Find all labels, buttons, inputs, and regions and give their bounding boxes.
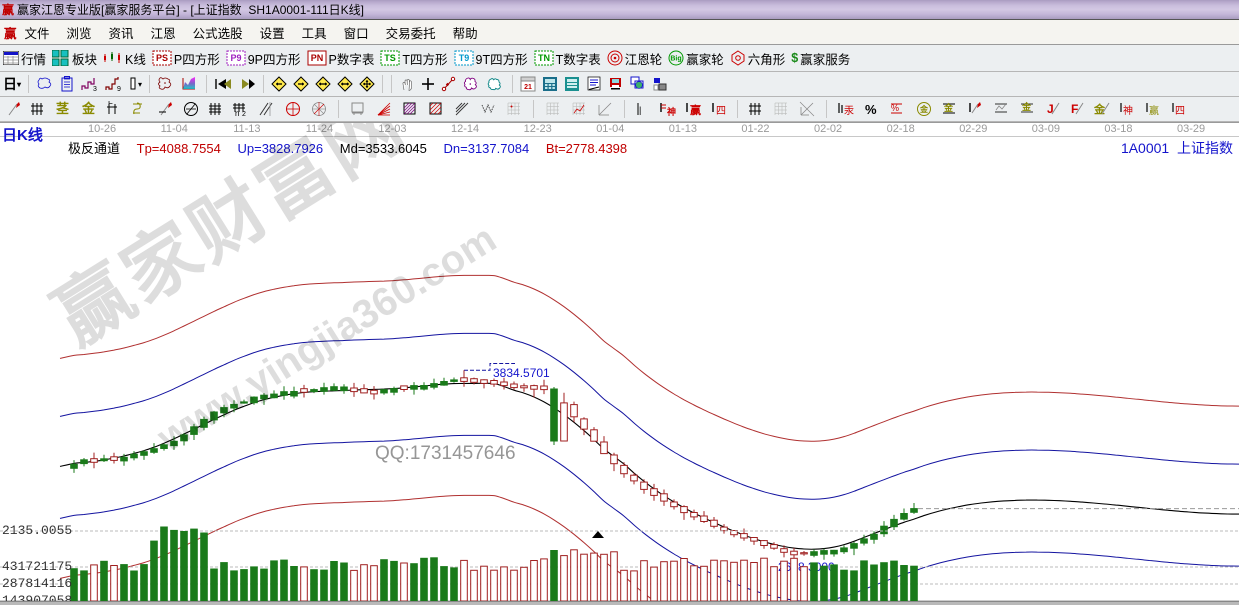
svg-text:汞: 汞: [844, 105, 854, 117]
svg-text:茎: 茎: [56, 101, 69, 116]
svg-text:TS: TS: [385, 53, 397, 63]
svg-text:F: F: [1071, 102, 1078, 116]
svg-text:3: 3: [93, 86, 97, 92]
svg-text:PN: PN: [310, 53, 323, 63]
svg-text:TN: TN: [538, 53, 550, 63]
svg-text:9: 9: [117, 86, 121, 92]
svg-text:P9: P9: [230, 53, 241, 63]
svg-text:四: 四: [1175, 106, 1185, 117]
svg-text:J: J: [1047, 102, 1054, 116]
svg-text:赢: 赢: [690, 103, 701, 117]
svg-text:%: %: [891, 103, 899, 113]
svg-text:金: 金: [1094, 102, 1106, 116]
svg-text:神: 神: [667, 106, 676, 117]
svg-text:F: F: [108, 101, 113, 108]
svg-text:赢: 赢: [1149, 104, 1159, 117]
svg-text:|: |: [639, 105, 641, 115]
svg-text:金: 金: [81, 101, 96, 116]
svg-text:金: 金: [943, 102, 954, 113]
svg-text:21: 21: [524, 84, 532, 91]
svg-text:T9: T9: [458, 53, 469, 63]
svg-text:n: n: [235, 109, 239, 117]
svg-text:2: 2: [242, 111, 246, 117]
svg-text:PS: PS: [156, 53, 168, 63]
svg-text:Big: Big: [671, 56, 682, 63]
svg-text:金: 金: [919, 104, 929, 114]
svg-text:%: %: [865, 102, 877, 117]
svg-text:神: 神: [1123, 104, 1133, 117]
svg-text:金: 金: [1021, 101, 1032, 112]
svg-text:四: 四: [716, 106, 726, 117]
